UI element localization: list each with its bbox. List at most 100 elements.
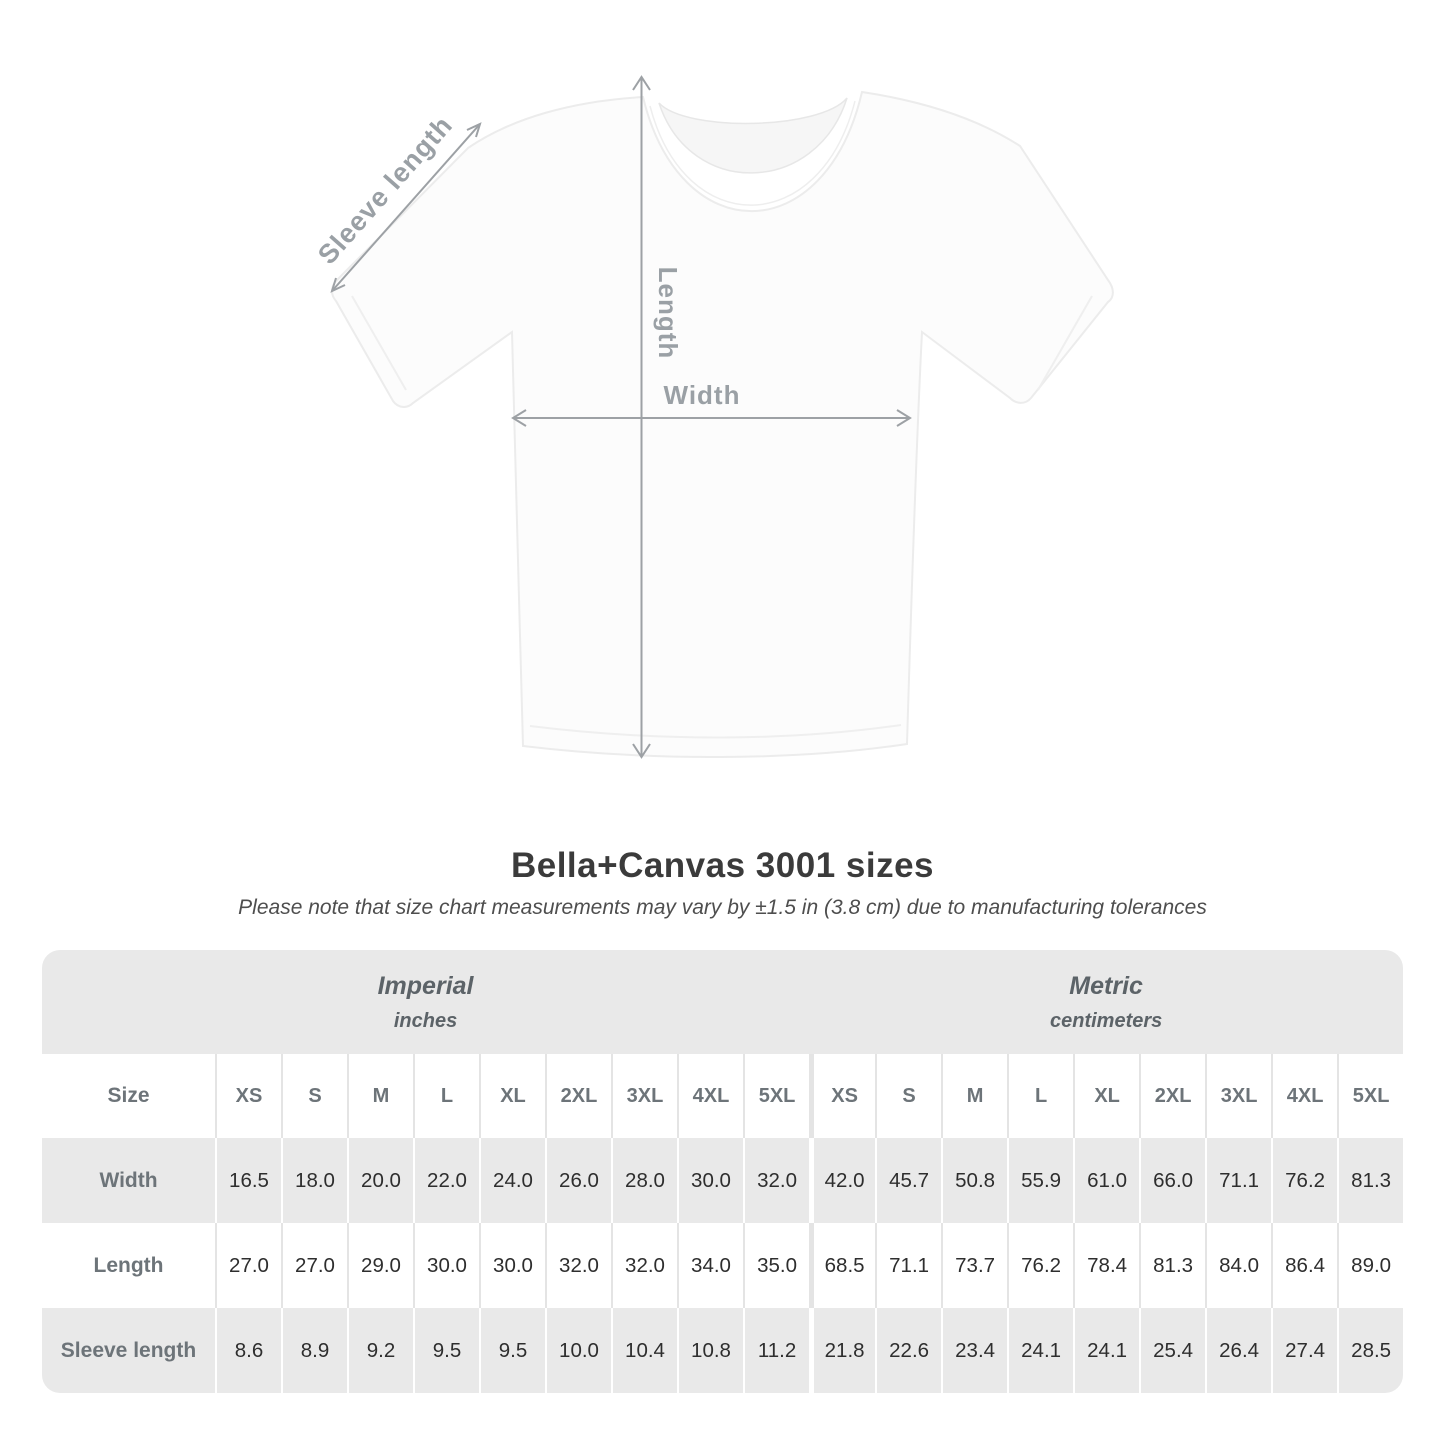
cell-width-metric-l: 55.9 <box>1007 1138 1074 1223</box>
size-col-imperial-m: M <box>347 1054 413 1138</box>
measurement-row-length: Length 27.0 27.0 29.0 30.0 30.0 32.0 32.0 34.0 35… <box>42 1223 1404 1308</box>
size-col-imperial-4xl: 4XL <box>677 1054 743 1138</box>
size-col-metric-l: L <box>1007 1054 1074 1138</box>
cell-width-imperial-m: 20.0 <box>347 1138 413 1223</box>
cell-length-metric-2xl: 81.3 <box>1139 1223 1206 1308</box>
cell-width-metric-4xl: 76.2 <box>1271 1138 1338 1223</box>
cell-length-imperial-3xl: 32.0 <box>611 1223 677 1308</box>
cell-sleeve-length-metric-xl: 24.1 <box>1073 1308 1140 1393</box>
cell-length-metric-m: 73.7 <box>941 1223 1008 1308</box>
cell-length-metric-s: 71.1 <box>875 1223 942 1308</box>
cell-length-imperial-2xl: 32.0 <box>545 1223 611 1308</box>
cell-sleeve-length-metric-3xl: 26.4 <box>1205 1308 1272 1393</box>
size-col-metric-3xl: 3XL <box>1205 1054 1272 1138</box>
size-col-metric-xs: XS <box>809 1054 876 1138</box>
tshirt-diagram: Sleeve length Length Width <box>312 75 1114 759</box>
cell-width-metric-xl: 61.0 <box>1073 1138 1140 1223</box>
cell-sleeve-length-metric-s: 22.6 <box>875 1308 942 1393</box>
cell-sleeve-length-imperial-xl: 9.5 <box>479 1308 545 1393</box>
cell-sleeve-length-imperial-5xl: 11.2 <box>743 1308 810 1393</box>
cell-length-imperial-4xl: 34.0 <box>677 1223 743 1308</box>
unit-header-row: Imperial inches Metric centimeters <box>42 950 1404 1054</box>
metric-header-cell: Metric centimeters <box>809 950 1404 1054</box>
cell-width-metric-5xl: 81.3 <box>1337 1138 1404 1223</box>
cell-width-imperial-4xl: 30.0 <box>677 1138 743 1223</box>
width-label: Width <box>664 380 741 410</box>
cell-sleeve-length-imperial-m: 9.2 <box>347 1308 413 1393</box>
size-chart-table-wrapper: Imperial inches Metric centimeters Size X… <box>42 950 1404 1393</box>
size-col-metric-4xl: 4XL <box>1271 1054 1338 1138</box>
size-col-imperial-2xl: 2XL <box>545 1054 611 1138</box>
cell-length-metric-3xl: 84.0 <box>1205 1223 1272 1308</box>
cell-length-imperial-xl: 30.0 <box>479 1223 545 1308</box>
measurement-row-width: Width 16.5 18.0 20.0 22.0 24.0 26.0 28.0 30.0 32.… <box>42 1138 1404 1223</box>
cell-length-imperial-xs: 27.0 <box>215 1223 281 1308</box>
sleeve-length-arrow <box>330 122 482 293</box>
row-label-sleeve-length: Sleeve length <box>42 1308 215 1393</box>
cell-sleeve-length-imperial-4xl: 10.8 <box>677 1308 743 1393</box>
cell-width-imperial-s: 18.0 <box>281 1138 347 1223</box>
cell-sleeve-length-imperial-s: 8.9 <box>281 1308 347 1393</box>
row-label-width: Width <box>42 1138 215 1223</box>
size-chart-table: Imperial inches Metric centimeters Size X… <box>42 950 1404 1393</box>
tshirt-collar <box>658 97 848 174</box>
cell-width-imperial-3xl: 28.0 <box>611 1138 677 1223</box>
cell-sleeve-length-metric-l: 24.1 <box>1007 1308 1074 1393</box>
cell-sleeve-length-imperial-xs: 8.6 <box>215 1308 281 1393</box>
size-col-imperial-5xl: 5XL <box>743 1054 810 1138</box>
size-col-metric-5xl: 5XL <box>1337 1054 1404 1138</box>
size-col-metric-xl: XL <box>1073 1054 1140 1138</box>
cell-sleeve-length-metric-2xl: 25.4 <box>1139 1308 1206 1393</box>
size-col-imperial-l: L <box>413 1054 479 1138</box>
tshirt-collar-seam <box>649 100 856 206</box>
imperial-header-cell: Imperial inches <box>42 950 810 1054</box>
size-col-imperial-3xl: 3XL <box>611 1054 677 1138</box>
size-header-row: Size XS S M L XL 2XL 3XL 4XL 5XL XS S M L XL 2XL 3XL 4XL 5… <box>42 1054 1404 1138</box>
cell-sleeve-length-metric-xs: 21.8 <box>809 1308 876 1393</box>
cell-length-imperial-s: 27.0 <box>281 1223 347 1308</box>
cell-width-metric-3xl: 71.1 <box>1205 1138 1272 1223</box>
size-col-metric-2xl: 2XL <box>1139 1054 1206 1138</box>
measurement-row-sleeve-length: Sleeve length 8.6 8.9 9.2 9.5 9.5 10.0 10.4 10.8… <box>42 1308 1404 1393</box>
cell-length-metric-l: 76.2 <box>1007 1223 1074 1308</box>
cell-width-imperial-xs: 16.5 <box>215 1138 281 1223</box>
cell-sleeve-length-metric-m: 23.4 <box>941 1308 1008 1393</box>
imperial-sublabel: inches <box>393 1009 458 1032</box>
size-col-imperial-s: S <box>281 1054 347 1138</box>
tshirt-outline <box>331 90 1114 758</box>
size-header-label: Size <box>42 1054 215 1138</box>
metric-sublabel: centimeters <box>1049 1009 1163 1032</box>
cell-sleeve-length-imperial-2xl: 10.0 <box>545 1308 611 1393</box>
imperial-label: Imperial <box>377 971 474 1000</box>
cell-length-metric-xs: 68.5 <box>809 1223 876 1308</box>
cell-length-imperial-l: 30.0 <box>413 1223 479 1308</box>
tshirt-right-sleeve-stitch <box>1037 295 1093 391</box>
cell-length-metric-5xl: 89.0 <box>1337 1223 1404 1308</box>
cell-width-imperial-l: 22.0 <box>413 1138 479 1223</box>
metric-label: Metric <box>1069 971 1143 1000</box>
cell-width-imperial-xl: 24.0 <box>479 1138 545 1223</box>
cell-width-imperial-2xl: 26.0 <box>545 1138 611 1223</box>
cell-width-imperial-5xl: 32.0 <box>743 1138 810 1223</box>
width-arrow <box>511 409 912 427</box>
size-col-imperial-xs: XS <box>215 1054 281 1138</box>
cell-sleeve-length-imperial-l: 9.5 <box>413 1308 479 1393</box>
cell-length-metric-xl: 78.4 <box>1073 1223 1140 1308</box>
cell-length-metric-4xl: 86.4 <box>1271 1223 1338 1308</box>
tshirt-left-sleeve-stitch <box>351 295 407 391</box>
cell-width-metric-xs: 42.0 <box>809 1138 876 1223</box>
page-subtitle: Please note that size chart measurements… <box>238 896 1207 919</box>
cell-width-metric-m: 50.8 <box>941 1138 1008 1223</box>
size-col-imperial-xl: XL <box>479 1054 545 1138</box>
page-title: Bella+Canvas 3001 sizes <box>510 846 935 885</box>
tshirt-hem-stitch <box>529 724 902 739</box>
cell-sleeve-length-imperial-3xl: 10.4 <box>611 1308 677 1393</box>
cell-width-metric-s: 45.7 <box>875 1138 942 1223</box>
row-label-length: Length <box>42 1223 215 1308</box>
cell-width-metric-2xl: 66.0 <box>1139 1138 1206 1223</box>
cell-sleeve-length-metric-4xl: 27.4 <box>1271 1308 1338 1393</box>
size-col-metric-m: M <box>941 1054 1008 1138</box>
cell-length-imperial-m: 29.0 <box>347 1223 413 1308</box>
cell-length-imperial-5xl: 35.0 <box>743 1223 810 1308</box>
